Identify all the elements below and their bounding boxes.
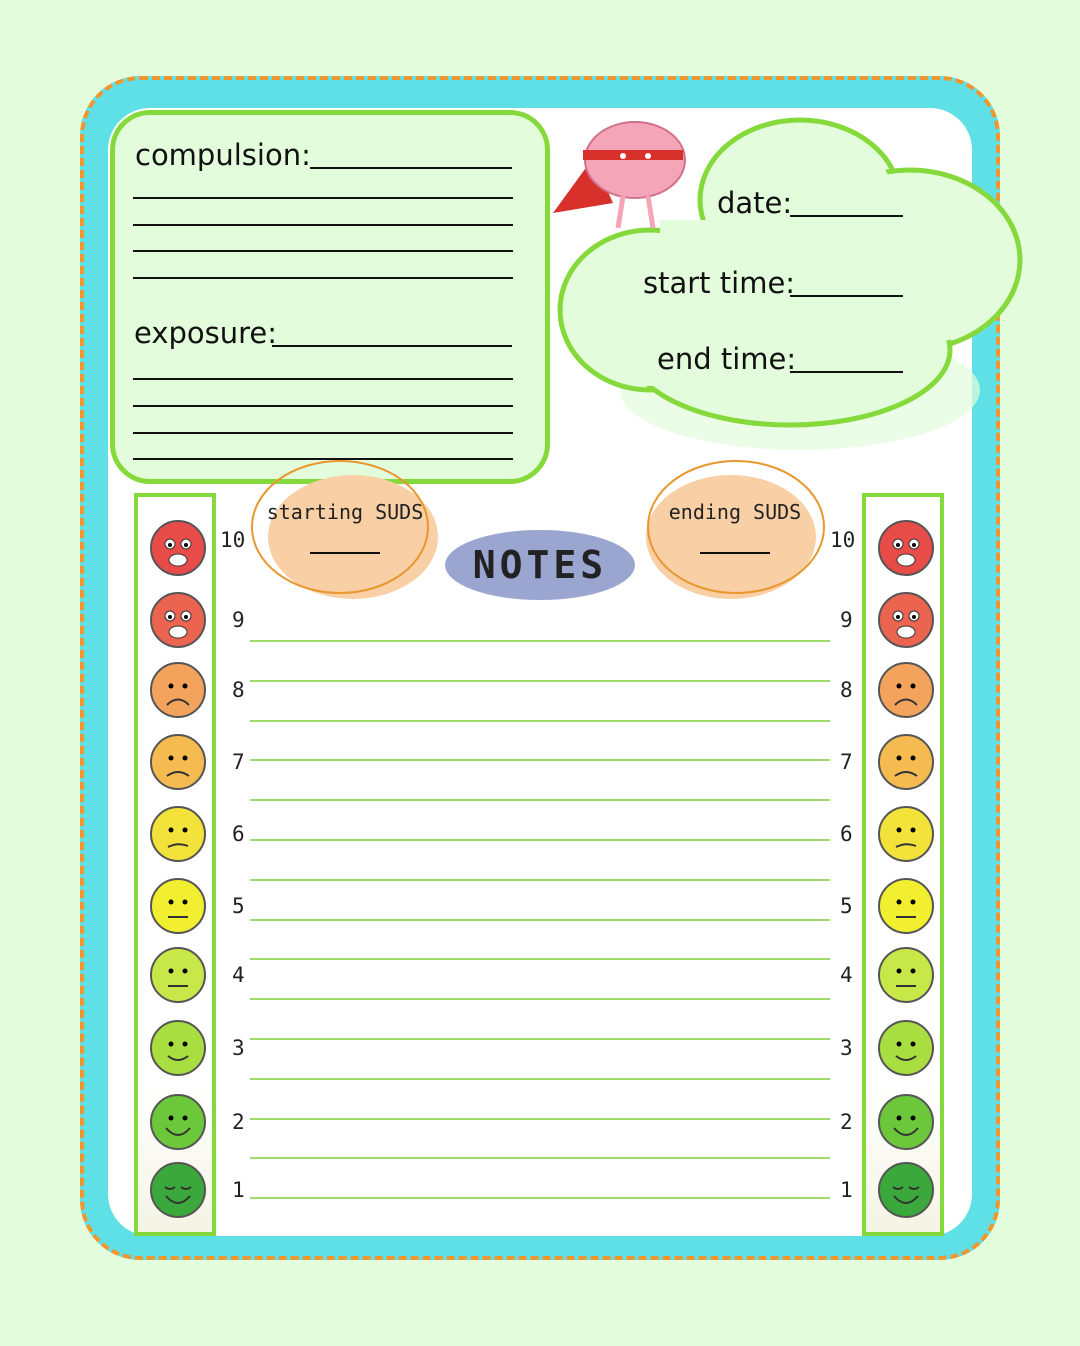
- face-smile-icon: [148, 1092, 208, 1156]
- scale-number-left: 5: [232, 894, 245, 918]
- compulsion-line[interactable]: [133, 277, 513, 279]
- face-worried-icon: [876, 660, 936, 724]
- scale-number-left: 7: [232, 750, 245, 774]
- scale-number-left: 1: [232, 1178, 245, 1202]
- face-neutral-icon: [876, 945, 936, 1009]
- face-slight-smile-icon: [148, 1018, 208, 1082]
- exposure-line[interactable]: [133, 405, 513, 407]
- face-uneasy-icon: [876, 804, 936, 868]
- scale-number-left: 9: [232, 608, 245, 632]
- face-smile-icon: [876, 1092, 936, 1156]
- exposure-line[interactable]: [133, 432, 513, 434]
- scale-number-right: 5: [840, 894, 853, 918]
- start-time-label: start time:: [643, 266, 796, 300]
- scale-number-right: 8: [840, 678, 853, 702]
- ending-suds-field[interactable]: [700, 552, 770, 554]
- scale-number-right: 7: [840, 750, 853, 774]
- start-time-field[interactable]: [790, 295, 903, 297]
- date-label: date:: [717, 186, 793, 220]
- face-scared-icon: [876, 590, 936, 654]
- notes-line[interactable]: [250, 759, 830, 761]
- notes-line[interactable]: [250, 1118, 830, 1120]
- notes-line[interactable]: [250, 919, 830, 921]
- scale-number-left: 6: [232, 822, 245, 846]
- ending-suds-cloud: [646, 460, 825, 599]
- notes-line[interactable]: [250, 1157, 830, 1159]
- notes-line[interactable]: [250, 1197, 830, 1199]
- notes-line[interactable]: [250, 799, 830, 801]
- notes-line[interactable]: [250, 1078, 830, 1080]
- notes-line[interactable]: [250, 879, 830, 881]
- face-sad-icon: [148, 732, 208, 796]
- exposure-label: exposure:: [134, 316, 278, 350]
- face-calm-icon: [876, 1160, 936, 1224]
- scale-number-left: 2: [232, 1110, 245, 1134]
- notes-line[interactable]: [250, 958, 830, 960]
- scale-number-right: 6: [840, 822, 853, 846]
- face-sad-icon: [876, 732, 936, 796]
- starting-suds-field[interactable]: [310, 552, 380, 554]
- scale-number-right: 2: [840, 1110, 853, 1134]
- face-worried-icon: [148, 660, 208, 724]
- scale-number-left: 3: [232, 1036, 245, 1060]
- face-calm-icon: [148, 1160, 208, 1224]
- face-neutral-icon: [876, 876, 936, 940]
- face-neutral-icon: [148, 945, 208, 1009]
- notes-line[interactable]: [250, 839, 830, 841]
- compulsion-line[interactable]: [133, 197, 513, 199]
- date-field[interactable]: [790, 215, 903, 217]
- scale-number-right: 4: [840, 963, 853, 987]
- face-neutral-icon: [148, 876, 208, 940]
- superhero-brain-illustration: [553, 121, 686, 229]
- exposure-field[interactable]: [272, 345, 512, 347]
- scale-number-left: 10: [220, 528, 246, 552]
- notes-line[interactable]: [250, 1038, 830, 1040]
- face-terrified-icon: [148, 518, 208, 582]
- exposure-line[interactable]: [133, 378, 513, 380]
- notes-line[interactable]: [250, 640, 830, 642]
- end-time-field[interactable]: [790, 371, 903, 373]
- date-cloud: [557, 117, 1023, 450]
- scale-number-right: 1: [840, 1178, 853, 1202]
- notes-line[interactable]: [250, 998, 830, 1000]
- compulsion-field[interactable]: [310, 167, 512, 169]
- scale-number-left: 4: [232, 963, 245, 987]
- scale-number-right: 10: [830, 528, 856, 552]
- compulsion-line[interactable]: [133, 224, 513, 226]
- face-uneasy-icon: [148, 804, 208, 868]
- scale-number-right: 9: [840, 608, 853, 632]
- face-slight-smile-icon: [876, 1018, 936, 1082]
- scale-number-left: 8: [232, 678, 245, 702]
- starting-suds-cloud: [251, 460, 438, 599]
- compulsion-label: compulsion:: [135, 138, 311, 172]
- compulsion-line[interactable]: [133, 250, 513, 252]
- ending-suds-label: ending SUDS: [668, 500, 802, 524]
- face-terrified-icon: [876, 518, 936, 582]
- scale-number-right: 3: [840, 1036, 853, 1060]
- starting-suds-label: starting SUDS: [266, 500, 424, 524]
- notes-line[interactable]: [250, 680, 830, 682]
- notes-line[interactable]: [250, 720, 830, 722]
- exposure-line[interactable]: [133, 458, 513, 460]
- face-scared-icon: [148, 590, 208, 654]
- end-time-label: end time:: [657, 342, 797, 376]
- notes-title: NOTES: [445, 530, 635, 600]
